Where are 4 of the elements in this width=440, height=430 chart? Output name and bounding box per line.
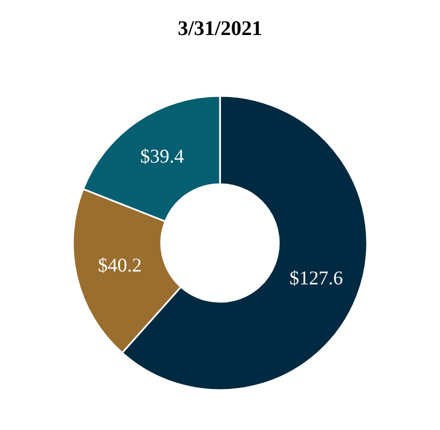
data-label: $127.6 [290, 270, 342, 286]
data-label: $40.2 [98, 257, 141, 273]
data-label: $39.4 [141, 148, 184, 164]
chart-title: 3/31/2021 [178, 21, 262, 36]
